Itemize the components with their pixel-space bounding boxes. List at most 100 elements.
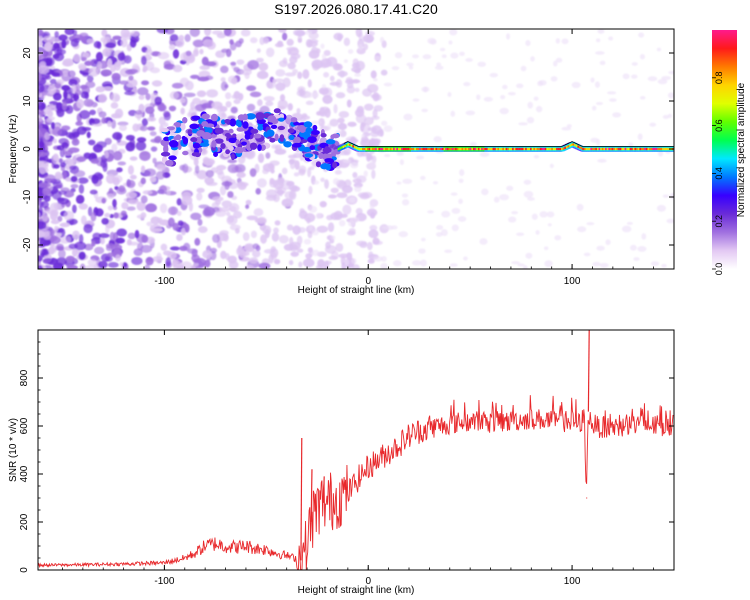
noise-blob <box>80 91 89 99</box>
ridge-core <box>425 147 429 151</box>
noise-blob <box>129 39 137 48</box>
noise-blob <box>182 163 189 174</box>
noise-blob <box>48 103 54 110</box>
noise-blob <box>538 79 547 86</box>
noise-blob <box>144 168 156 177</box>
ridge-blob <box>309 145 316 151</box>
ridge-core <box>510 147 513 151</box>
ridge-blob <box>224 132 231 138</box>
noise-blob <box>120 38 128 48</box>
x-tick-label: -100 <box>154 576 174 587</box>
noise-blob <box>77 177 89 184</box>
noise-blob <box>61 101 68 111</box>
noise-blob <box>308 224 313 231</box>
noise-blob <box>91 240 96 247</box>
noise-blob <box>38 228 51 238</box>
noise-blob <box>201 102 214 109</box>
noise-blob <box>293 29 305 37</box>
noise-blob <box>238 38 244 44</box>
noise-blob <box>320 106 330 114</box>
noise-blob <box>56 231 62 238</box>
noise-blob <box>308 185 313 195</box>
ridge-core <box>456 147 459 151</box>
noise-blob <box>594 51 605 55</box>
noise-blob <box>336 192 348 199</box>
noise-blob <box>371 115 380 120</box>
noise-blob <box>576 203 584 211</box>
noise-blob <box>126 179 136 189</box>
noise-blob <box>56 243 64 250</box>
noise-blob <box>265 47 275 58</box>
noise-blob <box>292 225 301 235</box>
ridge-core <box>640 147 644 151</box>
noise-blob <box>290 251 299 257</box>
snr-spike <box>310 469 313 523</box>
noise-blob <box>58 190 67 195</box>
noise-blob <box>117 52 126 61</box>
noise-blob <box>507 91 516 96</box>
noise-blob <box>205 170 214 178</box>
noise-blob <box>666 218 674 224</box>
noise-blob <box>531 213 538 220</box>
ridge-core <box>360 147 363 151</box>
snr-x-label: Height of straight line (km) <box>298 585 415 596</box>
ridge-core <box>649 147 652 151</box>
ridge-core <box>363 147 367 151</box>
noise-blob <box>38 130 43 140</box>
ridge-blob <box>249 142 258 150</box>
ridge-blob <box>242 113 248 121</box>
noise-blob <box>346 85 356 94</box>
noise-blob <box>71 138 80 146</box>
noise-blob <box>515 232 525 236</box>
noise-blob <box>58 158 63 164</box>
ridge-core <box>598 147 601 151</box>
ridge-core <box>446 147 450 151</box>
ridge-core <box>417 147 420 151</box>
noise-blob <box>274 78 284 83</box>
noise-blob <box>57 197 70 205</box>
noise-blob <box>197 226 208 234</box>
noise-blob <box>105 225 110 234</box>
noise-blob <box>337 70 348 77</box>
ridge-core <box>415 147 419 151</box>
noise-blob <box>394 52 403 59</box>
noise-blob <box>622 73 630 80</box>
ridge-core <box>375 147 378 151</box>
noise-blob <box>120 210 127 217</box>
noise-blob <box>172 49 180 59</box>
noise-blob <box>555 38 561 44</box>
noise-blob <box>127 199 140 205</box>
ridge-core <box>523 147 526 151</box>
ridge-core <box>367 147 370 151</box>
noise-blob <box>361 133 366 139</box>
noise-blob <box>110 102 119 109</box>
ridge-blob <box>204 123 215 128</box>
noise-blob <box>38 164 47 175</box>
noise-blob <box>373 77 378 82</box>
noise-blob <box>441 54 447 59</box>
noise-blob <box>238 93 244 101</box>
noise-blob <box>476 94 481 101</box>
ridge-core <box>626 147 629 151</box>
noise-blob <box>211 101 223 110</box>
ridge-blob <box>277 125 285 131</box>
ridge-core <box>665 147 668 151</box>
noise-blob <box>256 48 261 53</box>
noise-blob <box>101 117 107 124</box>
ridge-blob <box>273 108 281 114</box>
ridge-core <box>508 147 512 151</box>
noise-blob <box>183 92 196 98</box>
noise-blob <box>190 212 202 221</box>
noise-blob <box>119 80 129 85</box>
ridge-blob <box>257 125 264 131</box>
ridge-core <box>554 147 557 151</box>
ridge-blob <box>160 127 169 133</box>
ridge-core <box>406 147 409 151</box>
noise-blob <box>320 62 328 69</box>
ridge-core <box>352 145 355 148</box>
noise-blob <box>441 210 451 218</box>
ridge-blob <box>311 130 320 136</box>
noise-blob <box>371 169 376 180</box>
noise-blob <box>302 258 315 268</box>
noise-blob <box>141 55 147 66</box>
